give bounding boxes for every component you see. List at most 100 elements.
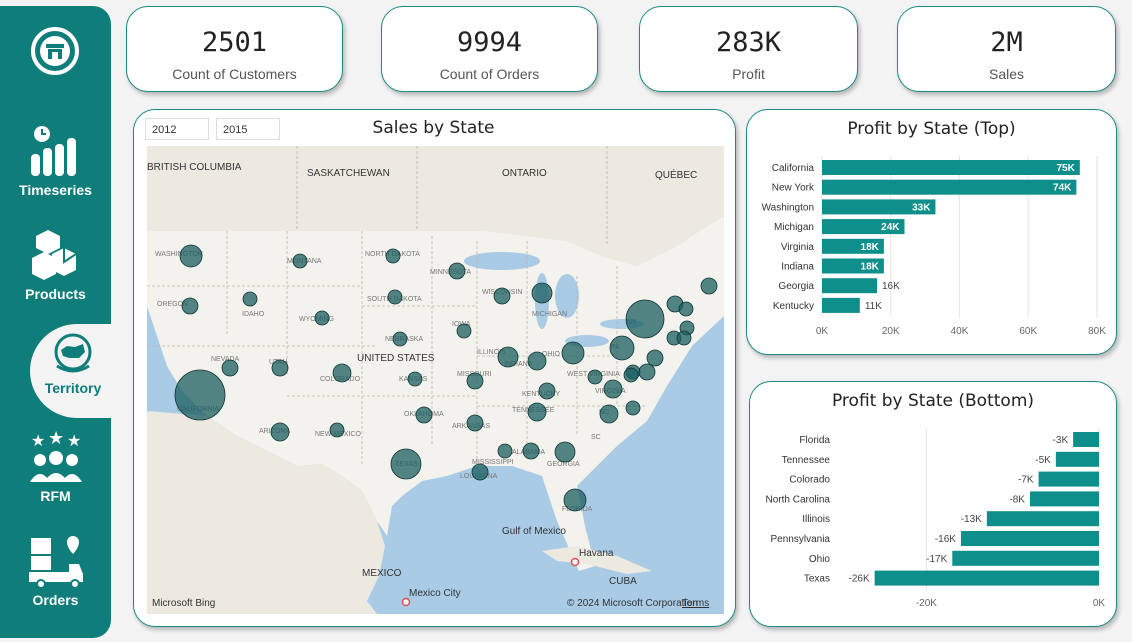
bar[interactable] — [822, 238, 884, 254]
bar[interactable] — [1029, 491, 1099, 507]
state-label: OHIO — [542, 351, 560, 358]
sales-bubble[interactable] — [332, 363, 352, 383]
bar[interactable] — [952, 550, 1099, 566]
category-label: Georgia — [778, 281, 814, 292]
category-label: Ohio — [809, 554, 831, 565]
sales-bubble[interactable] — [493, 287, 511, 305]
kpi-label: Profit — [732, 66, 765, 82]
bar[interactable] — [1055, 451, 1099, 467]
sales-bubble[interactable] — [466, 414, 484, 432]
sales-bubble[interactable] — [415, 406, 433, 424]
sales-bubble[interactable] — [497, 443, 513, 459]
tick-label: 40K — [951, 326, 969, 337]
data-label: 74K — [1053, 183, 1072, 194]
nav-item-orders[interactable]: Orders — [0, 534, 111, 608]
sales-bubble[interactable] — [587, 369, 603, 385]
sales-bubble[interactable] — [242, 291, 258, 307]
sales-by-state-map[interactable]: UNITED STATES Gulf of Mexico Havana Mexi… — [147, 146, 724, 614]
sales-bubble[interactable] — [270, 422, 290, 442]
sales-bubble[interactable] — [174, 369, 226, 421]
sales-bubble[interactable] — [700, 277, 718, 295]
data-label: -13K — [961, 514, 982, 525]
tick-label: 80K — [1088, 326, 1106, 337]
sales-bubble[interactable] — [292, 253, 308, 269]
svg-text:★: ★ — [67, 431, 81, 450]
sales-bubble[interactable] — [522, 442, 540, 460]
sales-bubble[interactable] — [448, 262, 466, 280]
nav-item-rfm[interactable]: ★ ★ ★ RFM — [0, 428, 111, 504]
sales-bubble[interactable] — [390, 448, 422, 480]
nav-label-timeseries: Timeseries — [19, 182, 92, 198]
svg-text:★: ★ — [48, 430, 64, 449]
sales-bubble[interactable] — [179, 244, 203, 268]
tick-label: -20K — [916, 598, 937, 609]
sales-bubble[interactable] — [623, 367, 639, 383]
sales-bubble[interactable] — [527, 402, 547, 422]
bar[interactable] — [960, 531, 1099, 546]
nav-item-timeseries[interactable]: Timeseries — [0, 124, 111, 198]
bar[interactable] — [822, 258, 884, 274]
bar[interactable] — [986, 511, 1099, 527]
sales-bubble[interactable] — [456, 323, 472, 339]
sales-bubble[interactable] — [563, 488, 587, 512]
sales-bubble[interactable] — [527, 351, 547, 371]
date-slicer-end[interactable]: 2015 — [216, 118, 280, 140]
sales-bubble[interactable] — [609, 335, 635, 361]
nav-label-rfm: RFM — [40, 488, 71, 504]
sales-bubble[interactable] — [314, 310, 330, 326]
sales-bubble[interactable] — [471, 463, 489, 481]
sales-bubble[interactable] — [625, 400, 641, 416]
tick-label: 0K — [816, 326, 829, 337]
data-label: 33K — [912, 202, 931, 213]
kpi-value: 2M — [990, 27, 1023, 58]
data-label: -26K — [849, 574, 870, 585]
sales-bubble[interactable] — [466, 372, 484, 390]
state-label: WASHINGTON — [155, 251, 203, 258]
bar[interactable] — [822, 179, 1077, 195]
sales-bubble[interactable] — [678, 301, 694, 317]
bar[interactable] — [822, 160, 1080, 175]
sales-bubble[interactable] — [392, 331, 408, 347]
nav-item-products[interactable]: Products — [0, 228, 111, 302]
sales-bubble[interactable] — [271, 359, 289, 377]
sales-bubble[interactable] — [329, 422, 345, 438]
sales-bubble[interactable] — [538, 382, 556, 400]
svg-text:★: ★ — [31, 431, 45, 450]
data-label: -3K — [1053, 435, 1069, 446]
category-label: Illinois — [802, 514, 830, 525]
bar[interactable] — [1073, 432, 1099, 447]
sales-bubble[interactable] — [221, 359, 239, 377]
nav-item-territory[interactable]: Territory — [30, 324, 120, 418]
store-logo-icon[interactable] — [30, 26, 80, 76]
sales-bubble[interactable] — [599, 404, 619, 424]
category-label: Michigan — [774, 222, 814, 233]
category-label: Kentucky — [773, 301, 814, 312]
sales-bubble[interactable] — [625, 299, 665, 339]
sales-bubble[interactable] — [387, 289, 403, 305]
sales-bubble[interactable] — [646, 349, 664, 367]
sales-bubble[interactable] — [497, 346, 519, 368]
category-label: Texas — [804, 574, 830, 585]
bar[interactable] — [1038, 471, 1099, 487]
date-slicer-start[interactable]: 2012 — [145, 118, 209, 140]
bar[interactable] — [822, 297, 860, 313]
profit-top-chart[interactable]: 0K 20K 40K 60K 80K California 75K New York 74K Wa… — [746, 150, 1115, 345]
sales-bubble[interactable] — [385, 248, 401, 264]
sales-bubble[interactable] — [638, 363, 656, 381]
profit-bottom-chart[interactable]: -20K 0K Florida -3K Tennessee -5K Colorado -7K N… — [749, 422, 1115, 617]
kpi-label: Sales — [988, 66, 1025, 82]
bar[interactable] — [822, 219, 905, 235]
sales-bubble[interactable] — [531, 282, 553, 304]
data-label: -16K — [935, 534, 956, 545]
nav-label-territory: Territory — [44, 380, 102, 396]
sales-bubble[interactable] — [407, 371, 423, 387]
sales-bubble[interactable] — [554, 441, 576, 463]
bar[interactable] — [874, 570, 1099, 586]
category-label: New York — [772, 183, 815, 194]
sales-bubble[interactable] — [181, 297, 199, 315]
bar[interactable] — [822, 278, 877, 294]
sales-bubble[interactable] — [561, 341, 585, 365]
sales-bubble[interactable] — [603, 379, 623, 399]
sales-bubble[interactable] — [676, 330, 692, 346]
bar[interactable] — [822, 199, 936, 215]
